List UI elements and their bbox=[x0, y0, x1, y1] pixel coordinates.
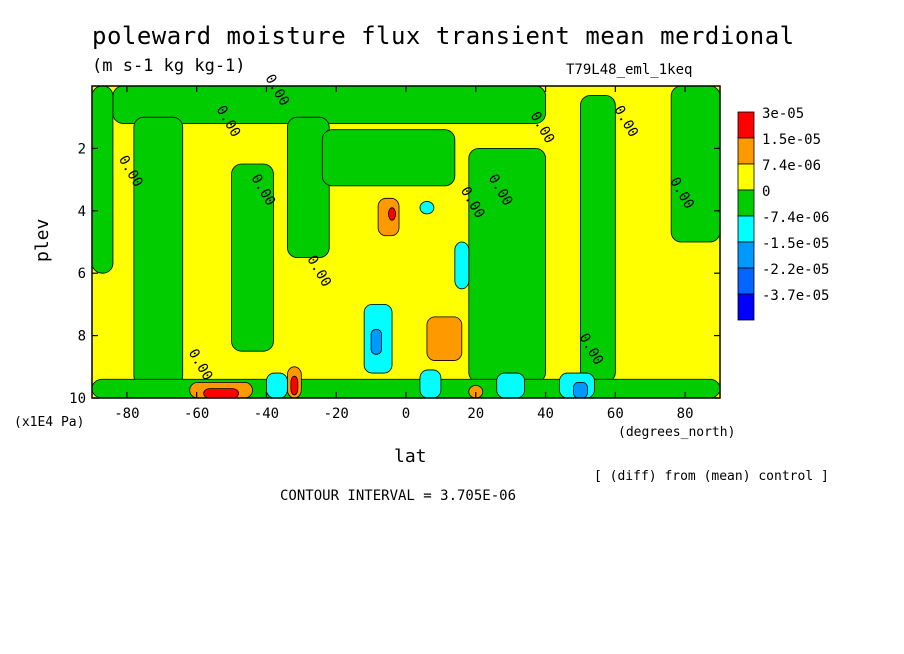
contour-field: 0.000.000.000.000.000.000.000.000.000.00… bbox=[91, 72, 721, 399]
legend-swatch-5 bbox=[737, 241, 755, 269]
x-tick-label-1: -60 bbox=[184, 406, 209, 422]
legend-swatch-3 bbox=[737, 189, 755, 217]
legend-swatch-0 bbox=[737, 111, 755, 139]
x-axis-label: lat bbox=[394, 446, 427, 467]
positive-high-region-1 bbox=[290, 375, 299, 396]
negative-mid-region-3 bbox=[496, 372, 526, 399]
negative-region-3 bbox=[231, 163, 274, 352]
x-tick-label-4: 0 bbox=[402, 406, 410, 422]
negative-region-1 bbox=[112, 85, 546, 124]
legend-swatch-1 bbox=[737, 137, 755, 165]
chart-title: poleward moisture flux transient mean me… bbox=[92, 22, 795, 50]
legend-swatch-2 bbox=[737, 163, 755, 191]
legend-swatch-4 bbox=[737, 215, 755, 243]
x-tick-label-3: -20 bbox=[324, 406, 349, 422]
legend-label-5: -1.5e-05 bbox=[762, 236, 829, 252]
legend-label-3: 0 bbox=[762, 184, 770, 200]
negative-mid-region-2 bbox=[419, 369, 442, 399]
positive-mid-region-3 bbox=[426, 316, 463, 361]
negative-region-8 bbox=[670, 85, 721, 243]
negative-region-6 bbox=[468, 147, 546, 383]
x-axis: -80 -60 -40 -20 0 20 40 60 80 bbox=[114, 86, 694, 422]
diff-note: [ (diff) from (mean) control ] bbox=[594, 469, 829, 484]
negative-region-5 bbox=[321, 129, 456, 187]
run-label: T79L48_eml_1keq bbox=[566, 62, 693, 78]
negative-mid-region-5 bbox=[454, 241, 470, 290]
x-tick-label-6: 40 bbox=[537, 406, 554, 422]
legend-swatch-6 bbox=[737, 267, 755, 295]
contour-interval: CONTOUR INTERVAL = 3.705E-06 bbox=[280, 488, 517, 504]
x-axis-units: (degrees_north) bbox=[618, 425, 736, 440]
legend-label-4: -7.4e-06 bbox=[762, 210, 829, 226]
legend-swatch-7 bbox=[737, 293, 755, 321]
positive-high-region-0 bbox=[203, 388, 239, 399]
y-tick-label-0: 2 bbox=[78, 141, 86, 157]
x-tick-label-2: -40 bbox=[254, 406, 279, 422]
legend-label-6: -2.2e-05 bbox=[762, 262, 829, 278]
y-axis: 2 4 6 8 10 bbox=[69, 141, 720, 407]
legend-label-7: -3.7e-05 bbox=[762, 288, 829, 304]
positive-high-region-2 bbox=[388, 207, 396, 221]
negative-mid-region-6 bbox=[419, 201, 435, 215]
y-tick-label-2: 6 bbox=[78, 266, 86, 282]
negative-mid-region-1 bbox=[266, 372, 288, 399]
y-tick-label-4: 10 bbox=[69, 391, 86, 407]
y-tick-label-1: 4 bbox=[78, 204, 86, 220]
negative-high-region-1 bbox=[573, 381, 588, 399]
negative-region-2 bbox=[133, 116, 184, 386]
negative-high-region-0 bbox=[370, 328, 382, 355]
negative-region-4 bbox=[286, 116, 330, 258]
x-tick-label-7: 60 bbox=[607, 406, 624, 422]
color-legend: 3e-05 1.5e-05 7.4e-06 0 -7.4e-06 -1.5e-05 -2.2… bbox=[737, 106, 829, 321]
y-axis-units: (x1E4 Pa) bbox=[14, 415, 85, 430]
legend-label-1: 1.5e-05 bbox=[762, 132, 821, 148]
x-tick-label-8: 80 bbox=[677, 406, 694, 422]
x-tick-label-0: -80 bbox=[114, 406, 139, 422]
x-tick-label-5: 20 bbox=[467, 406, 484, 422]
legend-label-2: 7.4e-06 bbox=[762, 158, 821, 174]
chart-units: (m s-1 kg kg-1) bbox=[92, 56, 246, 76]
negative-region-0 bbox=[91, 85, 114, 274]
legend-label-0: 3e-05 bbox=[762, 106, 804, 122]
y-tick-label-3: 8 bbox=[78, 329, 86, 345]
